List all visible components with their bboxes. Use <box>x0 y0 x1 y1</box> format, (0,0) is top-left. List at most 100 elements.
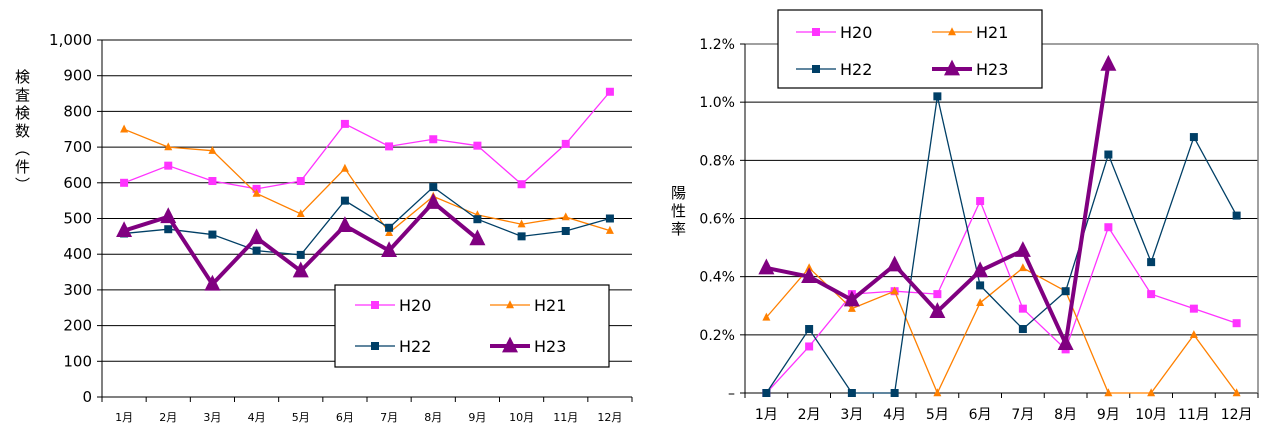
legend-label-H21: H21 <box>534 296 566 315</box>
data-point-H23 <box>758 258 775 275</box>
data-point-H21 <box>976 298 985 307</box>
data-point-H22 <box>1104 150 1113 159</box>
legend-marker-H21 <box>506 300 514 309</box>
y-tick-label: 0 <box>82 388 92 406</box>
data-point-H21 <box>605 225 614 234</box>
x-tick-label: 3月 <box>840 407 863 423</box>
y-tick-label: – <box>728 386 735 402</box>
series-line-H22 <box>124 186 611 256</box>
x-tick-label: 8月 <box>1054 407 1077 423</box>
y-tick-label: 100 <box>63 352 92 370</box>
data-point-H20 <box>1147 290 1156 299</box>
y-tick-label: 1.0% <box>699 95 735 111</box>
data-point-H22 <box>1147 258 1156 267</box>
data-point-H22 <box>805 325 814 334</box>
data-point-H21 <box>762 312 771 321</box>
data-point-H22 <box>1189 133 1198 142</box>
data-point-H21 <box>1189 330 1198 339</box>
series-line-H20 <box>123 91 611 190</box>
left-chart: 0 100 200 300 400 500 600 700 800 900 1,000 1月 2月 3月 4… <box>13 31 633 424</box>
data-point-H21 <box>561 212 570 221</box>
data-point-H22 <box>561 226 570 235</box>
series-line-H20 <box>765 199 1237 394</box>
legend-marker-H22 <box>371 342 379 350</box>
data-point-H22 <box>1018 325 1027 334</box>
data-point-H23 <box>1057 334 1074 350</box>
series-H22 <box>762 92 1241 397</box>
x-tick-label: 5月 <box>292 411 310 424</box>
data-point-H21 <box>1104 388 1113 397</box>
data-point-H21 <box>120 124 129 133</box>
data-point-H21 <box>1232 388 1241 397</box>
x-tick-label: 11月 <box>553 411 578 424</box>
x-tick-label: 11月 <box>1178 407 1210 423</box>
data-point-H23 <box>929 302 946 318</box>
x-tick-label: 10月 <box>509 411 534 424</box>
y-tick-label: 1,000 <box>49 31 92 49</box>
x-tick-label: 9月 <box>1097 407 1120 423</box>
data-point-H22 <box>252 246 261 255</box>
series-H20 <box>120 87 614 193</box>
series-line-H21 <box>765 267 1238 395</box>
data-point-H21 <box>933 388 942 397</box>
data-point-H21 <box>385 228 394 236</box>
series-H21 <box>762 263 1241 397</box>
data-point-H20 <box>473 141 482 150</box>
legend-label-H20: H20 <box>399 296 431 315</box>
data-point-H21 <box>208 145 217 154</box>
x-tick-label: 6月 <box>969 407 992 423</box>
y-tick-label: 500 <box>63 210 92 228</box>
data-point-H21 <box>517 219 526 228</box>
right-chart: – 0.2% 0.4% 0.6% 0.8% 1.0% 1.2% 1月 2月 3月 4月 5月 6月 7月 8… <box>669 9 1259 423</box>
data-point-H21 <box>252 188 261 197</box>
legend-label-H20: H20 <box>840 23 872 42</box>
data-point-H23 <box>248 228 265 245</box>
x-tick-label: 1月 <box>755 407 778 423</box>
x-tick-label: 12月 <box>597 411 622 424</box>
y-tick-label: 300 <box>63 281 92 299</box>
data-point-H21 <box>805 263 814 272</box>
data-point-H23 <box>292 261 309 278</box>
y-axis-label: 検査検数（件） <box>13 69 31 195</box>
data-point-H23 <box>425 193 442 209</box>
legend: H20 H21 H22 H23 <box>777 9 1043 89</box>
data-point-H23 <box>972 261 989 278</box>
data-point-H21 <box>1018 263 1027 272</box>
data-point-H20 <box>1232 319 1241 328</box>
data-point-H22 <box>340 196 349 205</box>
data-point-H20 <box>385 142 394 151</box>
legend-label-H22: H22 <box>840 60 872 79</box>
data-point-H22 <box>933 92 942 101</box>
x-tick-label: 8月 <box>424 411 442 424</box>
legend-label-H23: H23 <box>976 60 1008 79</box>
legend-box <box>334 284 610 368</box>
data-point-H21 <box>296 209 305 218</box>
series-H23 <box>116 193 486 291</box>
y-tick-label: 900 <box>63 67 92 85</box>
x-tick-label: 12月 <box>1221 407 1253 423</box>
data-point-H21 <box>847 303 856 312</box>
data-point-H22 <box>473 215 482 224</box>
legend-marker-H21 <box>948 27 956 36</box>
legend-marker-H20 <box>812 28 820 36</box>
data-point-H21 <box>890 286 899 295</box>
legend-marker-H23 <box>944 59 960 76</box>
legend-label-H21: H21 <box>976 23 1008 42</box>
data-point-H22 <box>847 389 856 397</box>
data-point-H20 <box>340 119 349 128</box>
data-point-H21 <box>1147 388 1156 397</box>
data-point-H22 <box>164 225 173 234</box>
data-point-H20 <box>296 177 305 186</box>
data-point-H20 <box>1018 304 1027 313</box>
y-tick-label: 200 <box>63 317 92 335</box>
x-tick-label: 3月 <box>203 411 221 424</box>
y-tick-label: 0.6% <box>699 212 735 228</box>
x-tick-label: 7月 <box>1011 407 1034 423</box>
data-point-H23 <box>1014 241 1031 257</box>
data-point-H22 <box>1061 287 1070 296</box>
data-point-H20 <box>517 180 526 189</box>
data-point-H20 <box>933 290 942 299</box>
data-point-H20 <box>605 87 614 96</box>
data-point-H23 <box>336 216 353 233</box>
